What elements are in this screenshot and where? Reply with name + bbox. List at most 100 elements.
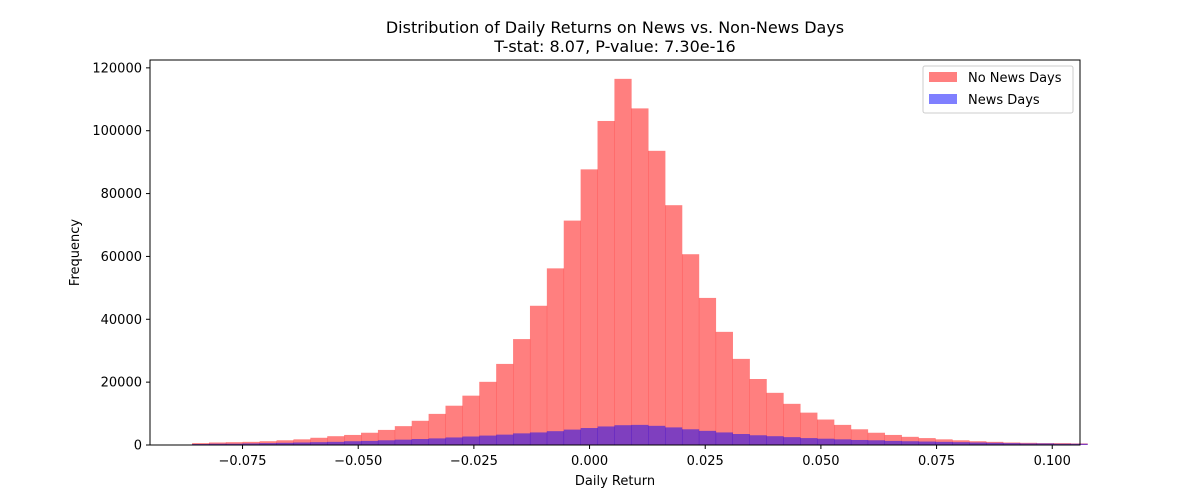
- chart-title: Distribution of Daily Returns on News vs…: [386, 18, 844, 37]
- x-tick-label: 0.050: [802, 454, 839, 469]
- bar-news-days: [293, 442, 311, 445]
- bar-news-days: [563, 429, 581, 445]
- y-axis-ticks: 0 20000 40000 60000 80000 100000 120000: [92, 61, 150, 454]
- bar-no-news-days: [529, 305, 548, 445]
- bar-news-days: [496, 434, 514, 445]
- x-tick-label: −0.075: [218, 454, 266, 469]
- y-tick-label: 80000: [101, 187, 142, 202]
- bar-news-days: [225, 443, 244, 445]
- legend-swatch-news: [929, 94, 957, 104]
- x-tick-label: 0.075: [918, 454, 955, 469]
- bar-news-days: [580, 428, 598, 445]
- bar-no-news-days: [901, 436, 919, 445]
- bar-no-news-days: [783, 403, 801, 445]
- bar-news-days: [1002, 443, 1021, 445]
- bar-no-news-days: [698, 297, 717, 445]
- bar-news-days: [344, 441, 362, 445]
- bar-no-news-days: [513, 339, 531, 445]
- bar-news-days: [1070, 443, 1088, 445]
- bar-news-days: [884, 440, 902, 445]
- bars-layer: [192, 78, 1088, 446]
- y-tick-label: 0: [134, 439, 142, 454]
- bar-news-days: [749, 435, 767, 445]
- bar-news-days: [698, 430, 717, 445]
- x-tick-label: −0.025: [450, 454, 498, 469]
- bar-no-news-days: [479, 381, 497, 445]
- bar-no-news-days: [496, 363, 514, 445]
- bar-news-days: [529, 432, 548, 445]
- legend-label-no-news: No News Days: [968, 71, 1062, 86]
- y-axis-label: Frequency: [68, 219, 83, 286]
- bar-news-days: [817, 438, 835, 445]
- bar-news-days: [1036, 443, 1054, 445]
- bar-no-news-days: [597, 120, 615, 445]
- bar-news-days: [715, 432, 733, 445]
- bar-news-days: [918, 441, 936, 445]
- bar-news-days: [732, 434, 750, 445]
- bar-news-days: [546, 431, 565, 445]
- bar-no-news-days: [327, 436, 345, 445]
- bar-no-news-days: [462, 395, 480, 445]
- chart-subtitle: T-stat: 8.07, P-value: 7.30e-16: [493, 37, 735, 56]
- bar-no-news-days: [428, 413, 446, 445]
- bar-no-news-days: [293, 439, 311, 445]
- bar-no-news-days: [884, 434, 902, 445]
- y-tick-label: 120000: [92, 61, 142, 76]
- bar-no-news-days: [546, 268, 565, 445]
- bar-news-days: [665, 427, 683, 445]
- x-tick-label: −0.050: [334, 454, 382, 469]
- x-tick-label: 0.100: [1034, 454, 1071, 469]
- x-tick-label: 0.000: [571, 454, 608, 469]
- y-tick-label: 20000: [101, 376, 142, 391]
- bar-news-days: [969, 442, 987, 445]
- bar-no-news-days: [749, 379, 767, 445]
- bar-news-days: [411, 439, 429, 445]
- y-tick-label: 100000: [92, 124, 142, 139]
- bar-no-news-days: [580, 169, 598, 445]
- bar-news-days: [766, 436, 784, 445]
- bar-news-days: [394, 439, 413, 445]
- x-axis-label: Daily Return: [575, 474, 655, 489]
- bar-no-news-days: [732, 358, 750, 445]
- bar-news-days: [513, 433, 531, 445]
- bar-news-days: [834, 439, 852, 445]
- bar-no-news-days: [715, 331, 733, 445]
- bar-news-days: [850, 439, 869, 445]
- bar-no-news-days: [631, 108, 649, 446]
- bar-news-days: [479, 435, 497, 445]
- bar-news-days: [445, 437, 463, 445]
- bar-no-news-days: [445, 405, 463, 445]
- bar-news-days: [462, 436, 480, 445]
- bar-news-days: [867, 440, 886, 445]
- bar-no-news-days: [614, 78, 632, 445]
- bar-news-days: [783, 437, 801, 445]
- bar-news-days: [800, 438, 818, 445]
- x-axis-ticks: −0.075 −0.050 −0.025 0.000 0.025 0.050 0.075 0.…: [218, 445, 1071, 469]
- y-tick-label: 60000: [101, 250, 142, 265]
- bar-news-days: [935, 441, 953, 445]
- bar-news-days: [631, 424, 649, 445]
- legend: No News Days News Days: [922, 65, 1074, 114]
- plot-frame: [149, 59, 1081, 446]
- bar-news-days: [1019, 443, 1038, 445]
- bar-news-days: [208, 443, 227, 445]
- bar-news-days: [259, 443, 277, 445]
- bar-news-days: [276, 442, 294, 445]
- bar-news-days: [681, 429, 700, 445]
- bar-news-days: [242, 443, 260, 445]
- bar-news-days: [614, 425, 632, 445]
- bar-news-days: [377, 440, 396, 445]
- bar-news-days: [428, 438, 446, 445]
- bar-no-news-days: [648, 150, 666, 446]
- bar-no-news-days: [665, 205, 683, 445]
- bar-news-days: [648, 425, 666, 445]
- legend-swatch-no-news: [929, 72, 957, 82]
- bar-news-days: [327, 441, 345, 445]
- legend-label-news: News Days: [968, 93, 1040, 108]
- bar-news-days: [952, 442, 970, 445]
- bar-no-news-days: [411, 420, 429, 445]
- bar-news-days: [986, 442, 1004, 445]
- y-tick-label: 40000: [101, 313, 142, 328]
- bar-no-news-days: [800, 412, 818, 445]
